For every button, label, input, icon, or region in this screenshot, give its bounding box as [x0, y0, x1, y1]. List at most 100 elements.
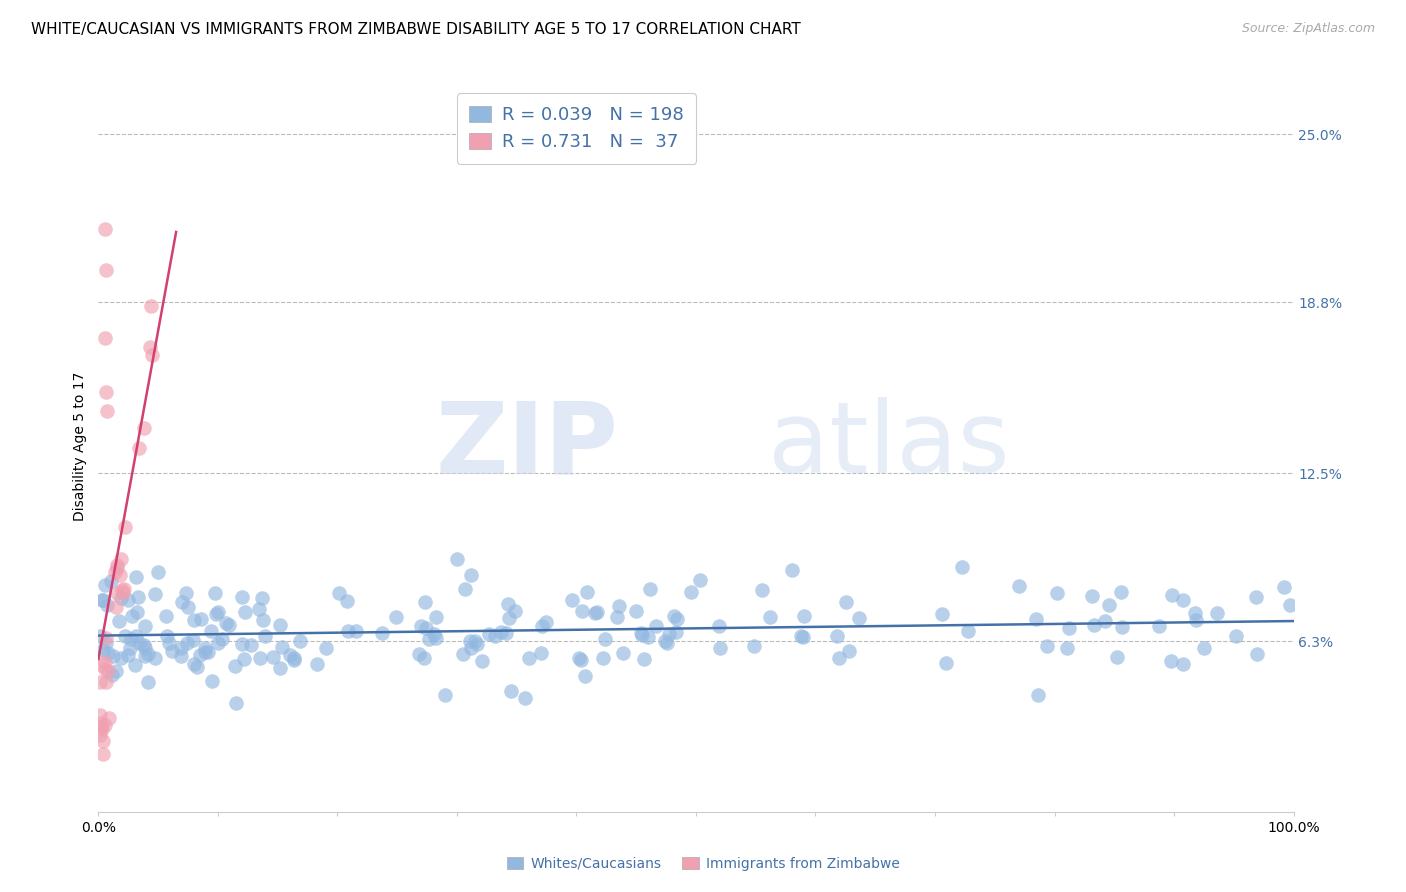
Point [460, 641, 482, 656]
Text: atlas: atlas [768, 398, 1010, 494]
Point [1057, 621, 1080, 635]
Point [1008, 579, 1031, 593]
Point [108, 614, 131, 628]
Point [201, 674, 224, 689]
Point [337, 624, 360, 639]
Point [269, 661, 291, 675]
Text: Source: ZipAtlas.com: Source: ZipAtlas.com [1241, 22, 1375, 36]
Point [94, 663, 117, 677]
Point [586, 605, 609, 619]
Point [211, 632, 233, 646]
Point [633, 652, 655, 666]
Point [90, 715, 112, 730]
Legend: R = 0.039   N = 198, R = 0.731   N =  37: R = 0.039 N = 198, R = 0.731 N = 37 [457, 93, 696, 164]
Point [496, 597, 519, 611]
Point [574, 669, 596, 683]
Point [454, 582, 477, 596]
Point [214, 616, 236, 631]
Point [176, 636, 198, 650]
Point [1036, 639, 1059, 653]
Point [117, 648, 139, 662]
Point [112, 582, 135, 596]
Point [120, 632, 142, 647]
Point [278, 648, 301, 663]
Point [91, 593, 114, 607]
Point [132, 638, 155, 652]
Point [848, 611, 870, 625]
Point [607, 599, 630, 614]
Point [1160, 654, 1182, 668]
Point [262, 650, 284, 665]
Point [1080, 589, 1102, 603]
Point [1246, 647, 1268, 661]
Point [249, 651, 271, 665]
Point [232, 652, 254, 666]
Point [94, 384, 117, 399]
Point [94, 636, 117, 650]
Point [125, 629, 148, 643]
Point [950, 560, 973, 574]
Point [517, 651, 540, 665]
Point [283, 650, 305, 665]
Point [207, 605, 229, 619]
Point [139, 299, 162, 313]
Point [957, 624, 980, 639]
Point [935, 657, 957, 671]
Point [1025, 612, 1047, 626]
Point [108, 567, 131, 582]
Point [1171, 592, 1194, 607]
Point [104, 664, 127, 678]
Point [120, 641, 142, 656]
Point [174, 585, 197, 599]
Point [630, 626, 652, 640]
Point [128, 635, 150, 649]
Point [100, 574, 122, 588]
Point [1026, 688, 1049, 702]
Point [624, 604, 647, 618]
Point [1147, 619, 1170, 633]
Point [110, 552, 132, 566]
Point [134, 618, 156, 632]
Point [758, 610, 780, 624]
Point [114, 629, 136, 643]
Point [503, 604, 526, 618]
Point [464, 634, 486, 648]
Point [193, 640, 215, 655]
Point [101, 648, 124, 663]
Point [141, 348, 163, 362]
Point [425, 631, 447, 645]
Point [139, 340, 162, 354]
Point [571, 653, 593, 667]
Point [328, 586, 350, 600]
Point [828, 650, 851, 665]
Point [709, 640, 731, 655]
Legend: Whites/Caucasians, Immigrants from Zimbabwe: Whites/Caucasians, Immigrants from Zimba… [501, 851, 905, 876]
Point [94, 655, 117, 669]
Point [707, 618, 730, 632]
Point [136, 647, 159, 661]
Point [1046, 586, 1069, 600]
Point [146, 565, 169, 579]
Point [498, 611, 520, 625]
Point [665, 625, 688, 640]
Point [231, 637, 253, 651]
Point [97, 646, 120, 660]
Point [495, 626, 517, 640]
Point [111, 583, 134, 598]
Point [1206, 607, 1229, 621]
Point [515, 691, 537, 706]
Point [134, 648, 156, 663]
Point [344, 624, 367, 638]
Point [186, 660, 208, 674]
Point [172, 594, 194, 608]
Point [592, 650, 614, 665]
Point [89, 674, 111, 689]
Point [606, 609, 628, 624]
Point [177, 600, 200, 615]
Point [679, 584, 702, 599]
Point [1056, 640, 1078, 655]
Point [640, 582, 662, 596]
Point [247, 601, 270, 615]
Point [160, 643, 183, 657]
Point [101, 668, 124, 682]
